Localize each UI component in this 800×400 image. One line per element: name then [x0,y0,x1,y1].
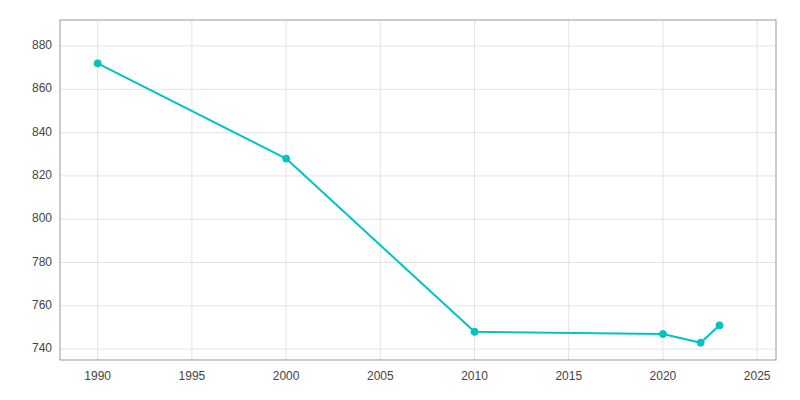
point [697,339,704,346]
axes: 740 760 780 800 820 840 860 880 1990 1995 2000 2005… [32,38,771,383]
y-grid-line [60,219,776,220]
plot-frame [60,20,776,360]
x-grid-line [568,20,569,360]
y-grid-line [60,305,776,306]
y-grid-line [60,45,776,46]
y-tick-label: 840 [32,125,52,139]
x-grid-line [286,20,287,360]
x-tick-label: 1990 [84,369,111,383]
y-tick-label: 860 [32,81,52,95]
y-grid-line [60,89,776,90]
x-tick-label: 2000 [273,369,300,383]
x-grid-line [380,20,381,360]
x-grid-line [662,20,663,360]
y-tick-label: 760 [32,298,52,312]
y-tick-label: 800 [32,211,52,225]
x-tick-label: 2005 [367,369,394,383]
x-grid-line [474,20,475,360]
x-grid-line [191,20,192,360]
chart: 740 760 780 800 820 840 860 880 1990 1995 2000 2005… [0,0,800,400]
marks [94,60,723,346]
point [471,328,478,335]
line [98,63,720,342]
y-tick-label: 820 [32,168,52,182]
x-tick-label: 1995 [179,369,206,383]
x-grid-line [97,20,98,360]
point [659,331,666,338]
point [716,322,723,329]
y-tick-label: 740 [32,341,52,355]
grid [60,20,776,360]
y-tick-label: 880 [32,38,52,52]
y-grid-line [60,262,776,263]
plot-area [60,20,776,360]
x-tick-label: 2010 [461,369,488,383]
point [283,155,290,162]
x-tick-label: 2020 [650,369,677,383]
y-grid-line [60,132,776,133]
y-grid-line [60,175,776,176]
point [94,60,101,67]
y-tick-label: 780 [32,255,52,269]
page: {"chart_data": {"type": "line", "x": [19… [0,0,800,400]
chart-container: 740 760 780 800 820 840 860 880 1990 1995 2000 2005… [0,0,800,400]
x-grid-line [757,20,758,360]
x-tick-label: 2015 [555,369,582,383]
x-tick-label: 2025 [744,369,771,383]
y-grid-line [60,349,776,350]
